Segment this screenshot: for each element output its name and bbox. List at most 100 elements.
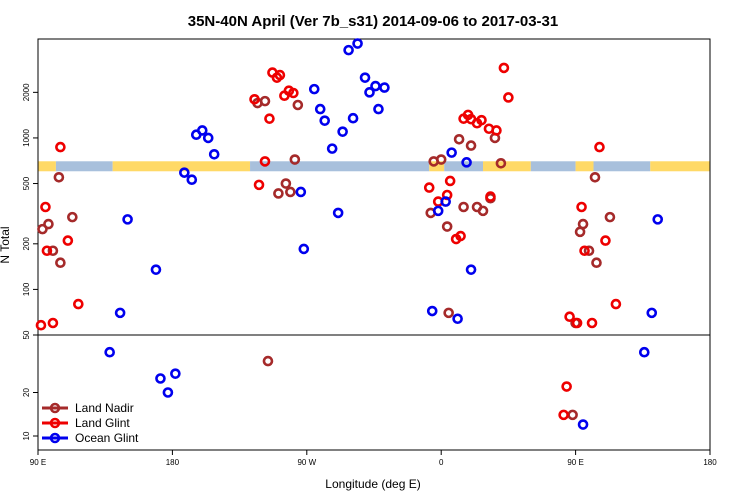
data-point [564, 311, 575, 323]
x-tick-label: 180 [703, 458, 717, 467]
data-point [452, 313, 463, 325]
legend-item-ocean-glint: Ocean Glint [42, 431, 139, 445]
data-point [576, 201, 587, 213]
data-point [558, 409, 569, 421]
series-ocean-glint [104, 38, 664, 430]
data-point [476, 114, 487, 126]
legend: Land Nadir Land Glint Ocean Glint [42, 401, 139, 445]
data-point [432, 205, 444, 217]
y-tick-label: 2000 [22, 83, 31, 101]
data-point [441, 221, 453, 232]
data-point [498, 62, 510, 74]
data-point [465, 140, 477, 151]
x-tick-label: 90 E [567, 458, 583, 467]
data-point [571, 317, 583, 329]
data-point [47, 317, 59, 329]
data-point [343, 44, 354, 56]
y-axis-ticks: 50 100 200 500 1000 2000 10 20 [22, 83, 38, 440]
data-point [150, 264, 162, 275]
data-point [114, 307, 126, 319]
coverage-band [38, 161, 710, 172]
x-tick-label: 0 [439, 458, 444, 467]
data-point [332, 207, 344, 219]
data-point [41, 245, 53, 257]
data-point [155, 373, 166, 384]
series-land-glint [35, 62, 622, 421]
data-point [461, 157, 472, 168]
data-point [288, 87, 299, 99]
data-point [646, 307, 658, 319]
data-point [62, 235, 74, 246]
x-axis-ticks: 90 E 180 90 W 0 90 E 180 [30, 450, 717, 467]
x-tick-label: 180 [166, 458, 180, 467]
data-point [104, 346, 115, 358]
data-point [37, 223, 48, 235]
data-point [308, 83, 320, 95]
y-tick-label: 200 [22, 237, 31, 251]
data-point [435, 154, 447, 165]
data-point [179, 167, 190, 178]
data-point [273, 188, 284, 199]
data-point [35, 319, 47, 331]
data-point [202, 132, 214, 144]
x-tick-label: 90 W [297, 458, 316, 467]
band-segment [483, 161, 531, 172]
y-tick-label: 20 [22, 388, 31, 397]
band-segment [593, 161, 651, 172]
data-point [453, 133, 465, 145]
data-point [262, 355, 274, 367]
band-segment [55, 161, 113, 172]
y-tick-label: 500 [22, 176, 31, 190]
data-point [491, 125, 502, 136]
data-point [591, 257, 602, 269]
x-axis-label: Longitude (deg E) [325, 477, 420, 491]
band-segment [530, 161, 576, 172]
data-point [379, 82, 390, 93]
data-point [465, 264, 477, 275]
data-point [359, 72, 371, 83]
data-point [567, 409, 578, 421]
y-axis-label: N Total [0, 226, 12, 263]
data-point [364, 87, 375, 98]
data-point [274, 69, 286, 81]
data-point [259, 156, 271, 167]
band-segment [250, 161, 430, 172]
legend-label: Ocean Glint [75, 431, 139, 445]
data-point [253, 179, 265, 191]
legend-label: Land Nadir [75, 401, 134, 415]
data-point [477, 205, 489, 217]
data-point [122, 214, 133, 225]
data-point [55, 257, 66, 269]
band-segment [112, 161, 251, 172]
data-point [53, 171, 65, 183]
data-point [162, 387, 174, 398]
data-point [444, 175, 456, 187]
y-tick-label: 10 [22, 431, 31, 440]
data-point [589, 171, 601, 183]
data-point [495, 158, 507, 169]
data-point [170, 368, 181, 379]
data-point [47, 245, 59, 257]
data-point [337, 126, 348, 137]
data-point [594, 141, 605, 153]
data-point [264, 113, 275, 124]
data-point [600, 235, 611, 246]
data-point [289, 154, 301, 165]
plot-frame [37, 38, 711, 451]
data-point [561, 381, 572, 392]
series-land-nadir [37, 95, 616, 421]
data-point [43, 218, 54, 230]
data-point [440, 196, 451, 207]
data-point [586, 317, 598, 329]
data-point [40, 201, 51, 213]
data-point [373, 103, 384, 115]
plot-border [37, 38, 711, 451]
data-point [298, 243, 310, 255]
data-point [352, 38, 363, 49]
data-point [55, 141, 66, 153]
data-point [610, 298, 622, 310]
data-point [455, 230, 466, 242]
band-segment [575, 161, 594, 172]
data-point [426, 305, 438, 317]
